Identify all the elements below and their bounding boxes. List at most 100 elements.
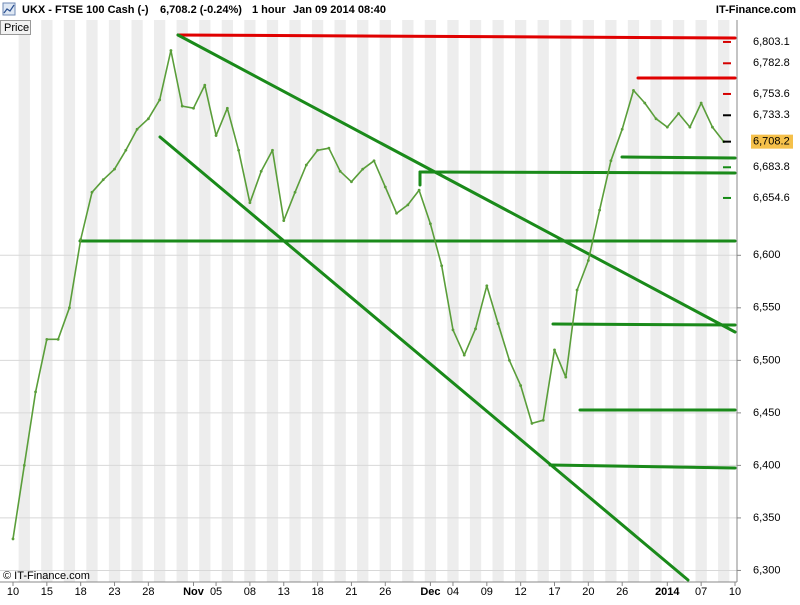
- price-point: [688, 125, 692, 129]
- trend-line: [551, 322, 737, 327]
- price-point: [553, 348, 556, 352]
- price-point: [677, 112, 680, 115]
- price-point: [90, 190, 94, 194]
- day-stripe: [424, 20, 437, 582]
- price-point: [541, 418, 545, 422]
- day-stripe: [515, 20, 527, 582]
- price-point: [248, 201, 252, 205]
- day-stripe: [605, 20, 617, 582]
- day-stripe: [627, 20, 640, 582]
- header-bar: [0, 0, 800, 19]
- x-tick-label: 13: [278, 586, 290, 598]
- price-point: [225, 106, 229, 110]
- day-stripe: [154, 20, 166, 582]
- level-label: 6,733.3: [753, 109, 790, 121]
- price-point: [79, 238, 83, 241]
- day-stripe: [379, 20, 391, 582]
- price-point: [316, 148, 319, 152]
- x-tick-label: 17: [548, 586, 560, 598]
- price-point: [203, 83, 207, 87]
- level-label: 6,683.8: [753, 161, 790, 173]
- day-stripe: [402, 20, 414, 582]
- copyright: © IT-Finance.com: [3, 570, 90, 582]
- price-point: [620, 127, 624, 131]
- brand: IT-Finance.com: [716, 4, 796, 16]
- x-tick-label: 20: [582, 586, 594, 598]
- y-tick-label: 6,500: [753, 354, 781, 366]
- y-tick-label: 6,450: [753, 407, 781, 419]
- x-tick-label: 26: [379, 586, 391, 598]
- price-point: [609, 159, 613, 163]
- y-label: Price: [4, 22, 29, 34]
- day-stripe: [469, 20, 482, 582]
- day-stripe: [131, 20, 143, 582]
- day-stripe: [289, 20, 301, 582]
- day-stripe: [718, 20, 730, 582]
- price-point: [665, 125, 669, 129]
- level-label: 6,753.6: [753, 88, 790, 100]
- trend-line: [620, 155, 737, 160]
- trend-line: [548, 463, 737, 470]
- price-tag: [0, 20, 31, 35]
- day-stripe: [650, 20, 662, 582]
- price-point: [34, 390, 37, 394]
- price-point: [214, 134, 218, 137]
- price-point: [146, 117, 150, 121]
- y-tick-label: 6,350: [753, 512, 781, 524]
- price-point: [192, 106, 195, 110]
- level-label: 6,782.8: [753, 57, 790, 69]
- price-point: [530, 421, 534, 425]
- price-point: [372, 159, 376, 163]
- price-point: [507, 358, 511, 362]
- trend-line: [418, 170, 737, 175]
- day-stripe: [266, 20, 279, 582]
- price-point: [11, 537, 15, 541]
- x-tick-label: 18: [75, 586, 87, 598]
- price-point: [519, 384, 523, 387]
- price-point: [564, 375, 568, 379]
- price-point: [474, 327, 477, 331]
- day-stripe: [560, 20, 572, 582]
- x-tick-label: 07: [695, 586, 707, 598]
- x-tick-label: Nov: [183, 586, 205, 598]
- price-point: [101, 178, 105, 182]
- header-icon: [3, 4, 15, 14]
- price-point: [327, 146, 331, 150]
- price-point: [135, 127, 139, 131]
- price-line: [12, 49, 725, 540]
- day-stripe: [311, 20, 324, 582]
- price-point: [485, 284, 489, 288]
- level-label: 6,803.1: [753, 36, 790, 48]
- level-label: 6,708.2: [753, 136, 790, 148]
- price-point: [417, 188, 421, 192]
- x-tick-label: 10: [7, 586, 19, 598]
- x-tick-label: 26: [616, 586, 628, 598]
- y-tick-label: 6,300: [753, 564, 781, 576]
- y-axis: 6,300 6,350 6,400 6,450 6,500 6,550 6,600: [737, 249, 781, 576]
- x-tick-label: 04: [447, 586, 459, 598]
- price-point: [271, 148, 274, 152]
- price-point: [699, 101, 703, 105]
- y-tick-label: 6,600: [753, 249, 781, 261]
- day-stripe: [447, 20, 459, 582]
- x-tick-label: Dec: [420, 586, 440, 598]
- x-tick-label: 12: [515, 586, 527, 598]
- price-point: [180, 104, 184, 108]
- trend-lines: [78, 33, 737, 582]
- price-point: [282, 219, 286, 223]
- level-label: 6,654.6: [753, 192, 790, 204]
- x-tick-label: 28: [142, 586, 154, 598]
- price-levels: 6,803.1 6,782.8 6,753.6 6,733.3 6,708.2 6,683…: [723, 36, 793, 204]
- header-icon: [2, 2, 16, 16]
- price-point: [575, 288, 579, 292]
- price-point: [158, 98, 162, 102]
- day-stripe: [221, 20, 233, 582]
- y-tick-label: 6,400: [753, 459, 781, 471]
- price-point: [643, 101, 647, 105]
- price-point: [451, 328, 455, 332]
- price-point: [259, 169, 263, 173]
- price-point: [440, 264, 444, 268]
- price-point: [383, 185, 387, 189]
- last-price: 6,708.2 (-0.24%): [160, 4, 242, 16]
